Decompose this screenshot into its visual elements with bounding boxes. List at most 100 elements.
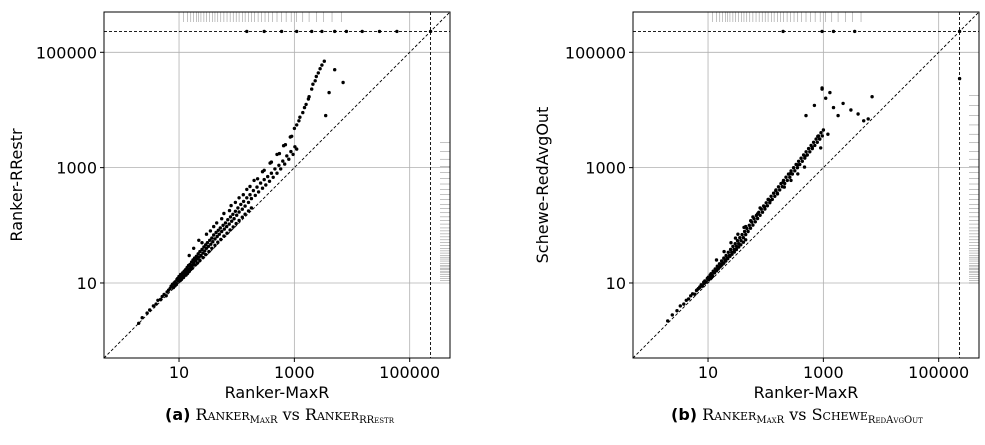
a-point-90 bbox=[245, 196, 249, 200]
a-point-121 bbox=[222, 211, 226, 216]
a-point-154 bbox=[255, 177, 260, 181]
a-point-115 bbox=[291, 152, 295, 157]
b-xlabel: Ranker-MaxR bbox=[754, 383, 859, 400]
a-point-177 bbox=[225, 231, 229, 235]
b-point-119 bbox=[758, 206, 762, 210]
a-point-141 bbox=[327, 90, 331, 95]
a-point-158 bbox=[283, 143, 288, 147]
caption-b-right-sub: RedAvgOut bbox=[867, 415, 923, 426]
a-point-192 bbox=[298, 115, 302, 119]
a-point-165 bbox=[190, 266, 194, 270]
a-point-182 bbox=[240, 215, 244, 219]
b-point-183 bbox=[781, 29, 785, 34]
a-point-68 bbox=[216, 228, 220, 232]
b-point-129 bbox=[804, 113, 808, 118]
b-point-109 bbox=[813, 143, 817, 148]
a-point-3 bbox=[148, 308, 152, 312]
b-point-96 bbox=[796, 159, 801, 163]
a-point-94 bbox=[251, 188, 256, 193]
b-point-0 bbox=[666, 319, 670, 323]
a-point-63 bbox=[211, 240, 215, 244]
a-point-173 bbox=[213, 243, 217, 247]
b-point-180 bbox=[816, 134, 820, 138]
a-point-4 bbox=[151, 304, 156, 308]
b-ylabel: Schewe-RedAvgOut bbox=[533, 107, 552, 264]
a-point-84 bbox=[236, 206, 240, 210]
a-point-0 bbox=[137, 321, 141, 325]
a-point-75 bbox=[225, 224, 229, 229]
a-point-174 bbox=[216, 240, 220, 244]
chart-panel-a: 10 1000 100000 10 1000 100000 Ranker-MaxR Ranke… bbox=[7, 11, 451, 400]
b-point-63 bbox=[755, 216, 760, 221]
a-point-166 bbox=[193, 263, 197, 267]
a-xtick-label-0: 10 bbox=[169, 363, 189, 382]
a-point-153 bbox=[248, 184, 252, 189]
a-point-111 bbox=[283, 162, 287, 166]
b-point-80 bbox=[776, 185, 781, 189]
a-point-147 bbox=[204, 232, 209, 236]
b-point-1 bbox=[670, 313, 674, 317]
a-ylabel: Ranker-RRestr bbox=[7, 128, 26, 242]
b-point-133 bbox=[824, 96, 828, 100]
b-point-46 bbox=[735, 239, 740, 243]
b-point-145 bbox=[729, 241, 733, 245]
b-point-61 bbox=[753, 220, 757, 224]
a-point-152 bbox=[241, 193, 245, 197]
b-point-141 bbox=[866, 117, 870, 121]
a-point-10 bbox=[164, 294, 168, 298]
b-point-167 bbox=[730, 252, 734, 256]
b-point-6 bbox=[686, 297, 691, 301]
caption-b-left-sub: MaxR bbox=[756, 415, 785, 426]
a-point-88 bbox=[241, 199, 246, 204]
b-point-118 bbox=[751, 215, 755, 219]
b-point-137 bbox=[849, 108, 853, 112]
b-point-155 bbox=[796, 172, 800, 176]
a-point-137 bbox=[313, 79, 317, 83]
a-point-97 bbox=[256, 190, 261, 194]
b-point-52 bbox=[742, 229, 747, 234]
a-point-108 bbox=[277, 163, 281, 167]
a-point-178 bbox=[228, 228, 232, 232]
a-point-189 bbox=[181, 275, 185, 280]
b-point-142 bbox=[836, 113, 840, 118]
a-point-62 bbox=[210, 236, 214, 240]
a-point-55 bbox=[203, 249, 207, 253]
b-point-90 bbox=[789, 169, 793, 173]
b-point-57 bbox=[748, 226, 753, 230]
a-point-196 bbox=[314, 74, 318, 79]
b-point-182 bbox=[826, 132, 830, 136]
b-point-125 bbox=[803, 154, 807, 158]
b-point-77 bbox=[773, 194, 777, 198]
a-point-202 bbox=[295, 29, 299, 34]
a-point-155 bbox=[262, 168, 266, 172]
b-point-99 bbox=[800, 159, 804, 163]
b-point-92 bbox=[791, 166, 796, 170]
a-point-117 bbox=[295, 147, 299, 151]
a-point-46 bbox=[194, 254, 199, 258]
a-point-209 bbox=[395, 29, 399, 34]
a-point-91 bbox=[246, 200, 251, 205]
b-point-179 bbox=[695, 288, 699, 292]
a-point-171 bbox=[207, 249, 211, 254]
a-point-151 bbox=[233, 200, 238, 205]
b-point-86 bbox=[784, 175, 788, 179]
b-point-123 bbox=[788, 171, 793, 176]
b-point-59 bbox=[751, 223, 755, 227]
a-point-168 bbox=[198, 258, 202, 263]
b-point-108 bbox=[811, 140, 816, 144]
a-point-82 bbox=[233, 209, 238, 213]
caption-a: (a) RankerMaxR vs RankerRRestr bbox=[165, 405, 394, 426]
a-point-76 bbox=[226, 218, 230, 222]
b-point-146 bbox=[736, 232, 740, 236]
a-point-6 bbox=[156, 298, 160, 302]
b-point-104 bbox=[806, 146, 811, 151]
b-point-38 bbox=[726, 250, 730, 254]
a-point-67 bbox=[215, 234, 219, 239]
a-point-86 bbox=[239, 202, 243, 207]
a-point-103 bbox=[267, 179, 272, 183]
caption-a-left-sub: MaxR bbox=[249, 415, 278, 426]
b-point-2 bbox=[675, 309, 679, 313]
caption-a-left: Ranker bbox=[195, 405, 250, 424]
a-point-156 bbox=[269, 160, 274, 164]
a-point-179 bbox=[231, 225, 235, 229]
